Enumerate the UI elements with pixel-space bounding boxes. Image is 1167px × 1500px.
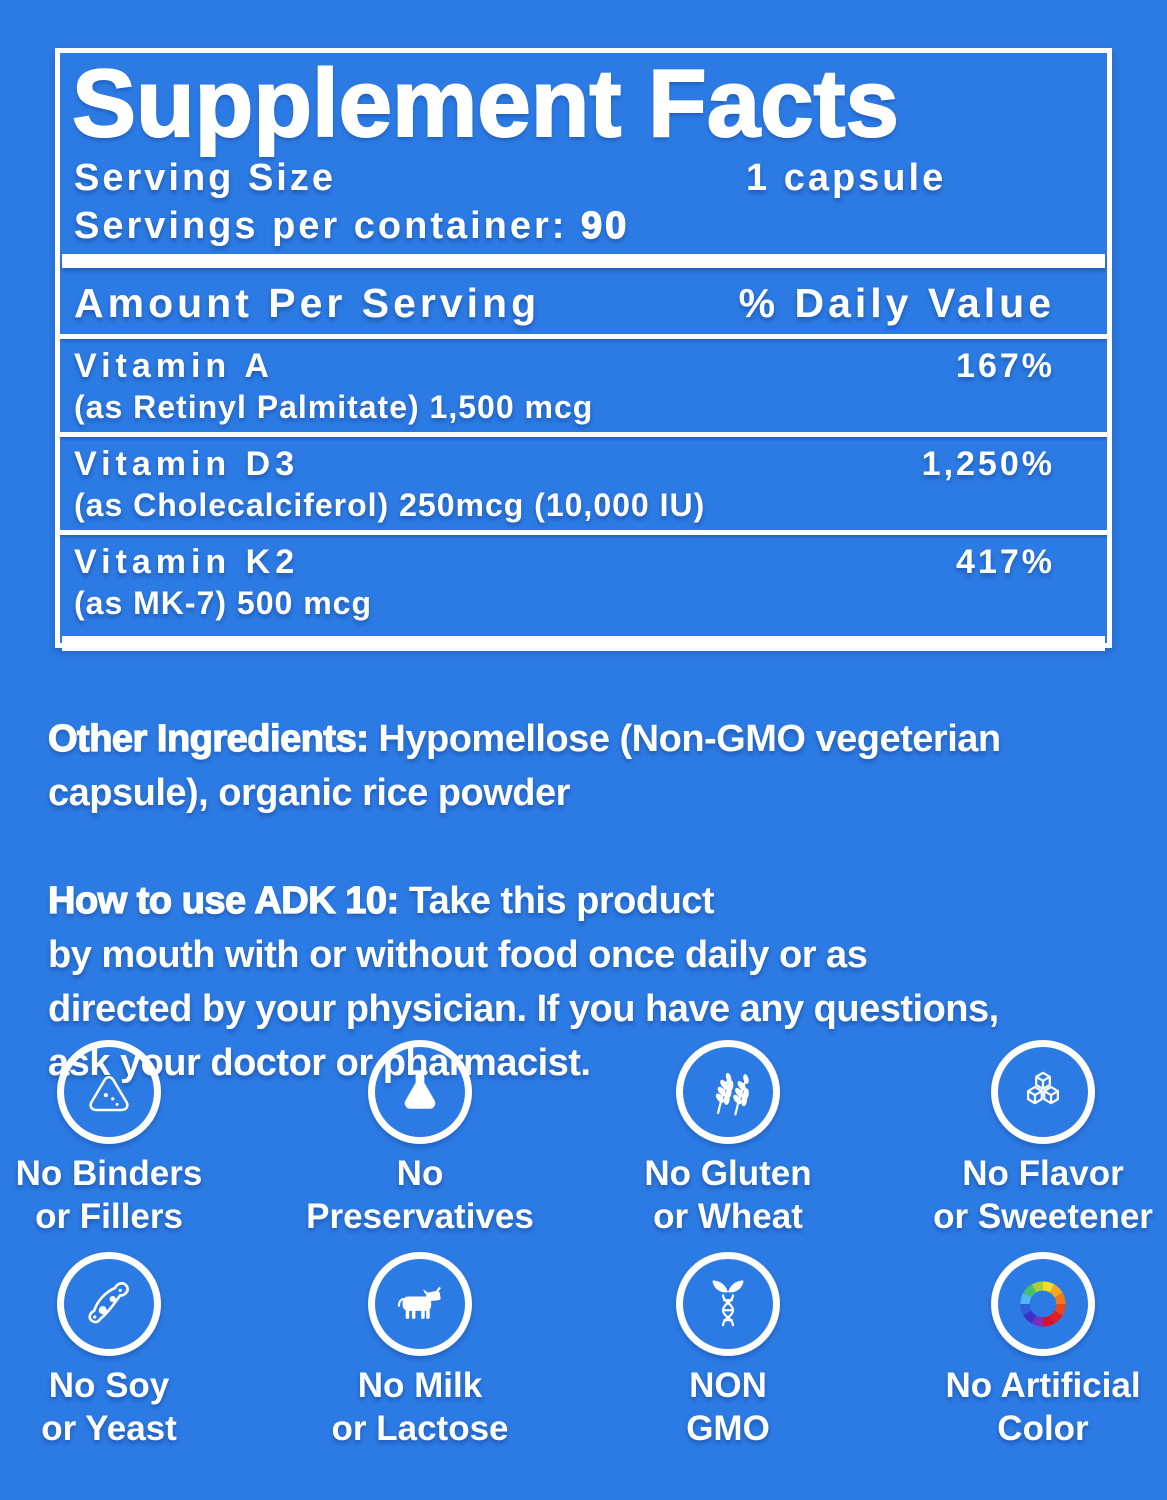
soybean-icon bbox=[88, 1282, 129, 1324]
serving-size-label: Serving Size bbox=[74, 157, 336, 199]
nutrient-detail: (as Cholecalciferol) 250mcg (10,000 IU) bbox=[74, 487, 706, 523]
other-ingredients-lead: Other Ingredients: bbox=[47, 717, 369, 760]
badge-no-flavor: No Flavor or Sweetener bbox=[883, 1040, 1167, 1238]
badge-label: No Flavor or Sweetener bbox=[933, 1154, 1153, 1236]
table-row: Vitamin K2 417% (as MK-7) 500 mcg bbox=[60, 535, 1107, 628]
how-to-use-lead: How to use ADK 10: bbox=[47, 879, 399, 922]
badge-no-binders: No Binders or Fillers bbox=[0, 1040, 269, 1238]
table-header-row: Amount Per Serving % Daily Value bbox=[60, 268, 1107, 334]
badge-circle bbox=[368, 1040, 472, 1144]
servings-per-container-row: Servings per container: 90 bbox=[74, 203, 1107, 249]
powder-icon bbox=[89, 1075, 129, 1112]
badge-label: No Artificial Color bbox=[945, 1366, 1141, 1448]
panel-title: Supplement Facts bbox=[71, 50, 900, 157]
badge-no-preservatives: No Preservatives bbox=[260, 1040, 580, 1238]
divider-rule bbox=[60, 334, 1107, 339]
badge-label: No Preservatives bbox=[306, 1154, 534, 1236]
badge-circle bbox=[676, 1252, 780, 1356]
nutrient-daily-value: 417% bbox=[956, 543, 1055, 581]
badge-non-gmo: NON GMO bbox=[568, 1252, 888, 1450]
color-wheel-icon bbox=[1020, 1281, 1066, 1327]
how-to-use-paragraph: How to use ADK 10: Take this product by … bbox=[47, 874, 1120, 1090]
badge-no-gluten: No Gluten or Wheat bbox=[568, 1040, 888, 1238]
badge-circle bbox=[57, 1252, 161, 1356]
table-row: Vitamin D3 1,250% (as Cholecalciferol) 2… bbox=[60, 437, 1107, 530]
amount-per-serving-header: Amount Per Serving bbox=[74, 280, 541, 326]
other-ingredients-paragraph: Other Ingredients: Hypomellose (Non-GMO … bbox=[47, 712, 1120, 820]
servings-label: Servings per container: bbox=[74, 205, 568, 247]
badge-label: No Binders or Fillers bbox=[15, 1154, 203, 1236]
badge-no-soy: No Soy or Yeast bbox=[0, 1252, 269, 1450]
flask-icon bbox=[404, 1070, 436, 1109]
badge-circle bbox=[991, 1040, 1095, 1144]
thick-bottom-bar bbox=[62, 636, 1105, 651]
badge-circle bbox=[676, 1040, 780, 1144]
thick-separator-bar bbox=[62, 254, 1105, 268]
info-paragraphs: Other Ingredients: Hypomellose (Non-GMO … bbox=[47, 658, 1120, 1144]
badge-no-artificial-color: No Artificial Color bbox=[883, 1252, 1167, 1450]
badge-circle bbox=[368, 1252, 472, 1356]
badge-circle bbox=[57, 1040, 161, 1144]
table-row: Vitamin A 167% (as Retinyl Palmitate) 1,… bbox=[60, 339, 1107, 432]
how-to-use-body: Take this product by mouth with or witho… bbox=[48, 880, 999, 1084]
nutrient-daily-value: 1,250% bbox=[921, 445, 1055, 483]
nutrient-name: Vitamin K2 bbox=[74, 543, 300, 581]
badge-label: No Soy or Yeast bbox=[41, 1366, 177, 1448]
divider-rule bbox=[60, 432, 1107, 437]
badge-label: No Gluten or Wheat bbox=[644, 1154, 812, 1236]
serving-size-value: 1 capsule bbox=[746, 157, 947, 199]
nutrient-name: Vitamin A bbox=[74, 347, 274, 385]
servings-value: 90 bbox=[580, 204, 630, 247]
nutrient-detail: (as Retinyl Palmitate) 1,500 mcg bbox=[74, 389, 594, 425]
other-ingredients-body: Hypomellose (Non-GMO vegeterian capsule)… bbox=[48, 718, 1001, 814]
nutrient-detail: (as MK-7) 500 mcg bbox=[74, 585, 372, 621]
dna-leaf-icon bbox=[712, 1280, 744, 1327]
badge-no-milk: No Milk or Lactose bbox=[260, 1252, 580, 1450]
badge-label: No Milk or Lactose bbox=[331, 1366, 509, 1448]
nutrient-name: Vitamin D3 bbox=[74, 445, 300, 483]
nutrient-daily-value: 167% bbox=[956, 347, 1055, 385]
badge-label: NON GMO bbox=[686, 1366, 770, 1448]
cow-icon bbox=[397, 1286, 441, 1319]
supplement-facts-panel: Supplement Facts Serving Size 1 capsule S… bbox=[55, 48, 1112, 651]
wheat-icon bbox=[715, 1072, 749, 1116]
divider-rule bbox=[60, 530, 1107, 535]
daily-value-header: % Daily Value bbox=[738, 280, 1055, 326]
badge-circle bbox=[991, 1252, 1095, 1356]
sugar-cubes-icon bbox=[1027, 1071, 1059, 1105]
serving-size-row: Serving Size 1 capsule bbox=[74, 155, 1107, 201]
